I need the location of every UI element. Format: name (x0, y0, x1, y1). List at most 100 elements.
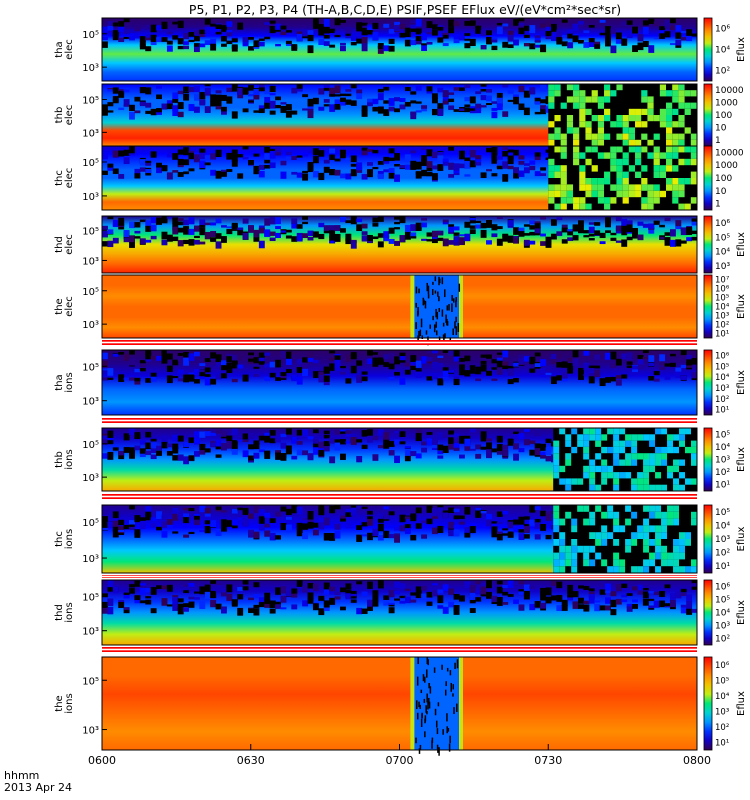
noise-pixel (307, 98, 314, 107)
noise-pixel (269, 438, 276, 444)
noise-pixel (372, 98, 379, 105)
noise-pixel (107, 580, 114, 589)
noise-pixel (367, 358, 373, 365)
noise-pixel (145, 588, 152, 593)
noise-pixel (594, 603, 601, 612)
noise-pixel (296, 367, 303, 373)
noise-pixel (199, 363, 206, 367)
noise-pixel (221, 519, 227, 527)
noise-pixel (285, 508, 292, 516)
noise-pixel (540, 451, 547, 456)
gap-noise (451, 295, 453, 301)
noise-cell (616, 171, 623, 178)
noise-pixel (312, 170, 319, 178)
noise-pixel (399, 583, 406, 589)
noise-pixel (275, 217, 281, 225)
noise-cell (622, 171, 629, 178)
noise-pixel (431, 165, 438, 170)
noise-pixel (383, 23, 390, 28)
noise-pixel (318, 222, 325, 228)
noise-pixel (177, 607, 184, 615)
noise-pixel (431, 508, 438, 516)
noise-pixel (102, 352, 108, 360)
noise-pixel (410, 232, 417, 239)
noise-pixel (421, 43, 428, 51)
noise-cell (643, 434, 650, 441)
noise-pixel (129, 450, 135, 456)
gap-noise (446, 667, 449, 672)
gap-noise (456, 703, 458, 712)
noise-pixel (691, 218, 698, 222)
noise-pixel (534, 101, 541, 104)
noise-pixel (480, 222, 487, 229)
noise-cell (684, 108, 691, 115)
noise-pixel (561, 224, 568, 230)
noise-pixel (567, 42, 574, 49)
noise-pixel (464, 527, 471, 530)
noise-pixel (464, 581, 471, 589)
noise-cell (571, 539, 578, 546)
noise-pixel (518, 160, 525, 165)
noise-cell (678, 190, 685, 198)
noise-pixel (383, 362, 390, 367)
noise-pixel (448, 521, 455, 529)
noise-cell (622, 190, 629, 198)
noise-pixel (291, 592, 298, 598)
noise-pixel (372, 454, 379, 461)
gap-noise (437, 702, 440, 707)
noise-pixel (442, 238, 449, 247)
noise-pixel (323, 430, 330, 435)
noise-pixel (491, 595, 498, 603)
noise-pixel (123, 447, 130, 453)
noise-pixel (621, 594, 628, 598)
noise-cell (628, 127, 636, 134)
noise-pixel (193, 431, 200, 439)
noise-pixel (691, 230, 698, 235)
noise-cell (672, 121, 679, 128)
noise-pixel (507, 438, 514, 441)
noise-pixel (377, 216, 384, 222)
noise-pixel (193, 519, 200, 526)
noise-pixel (204, 378, 211, 386)
noise-pixel (329, 597, 336, 605)
noise-pixel (431, 441, 438, 449)
noise-cell (613, 440, 620, 447)
noise-pixel (404, 39, 411, 47)
noise-pixel (491, 152, 498, 160)
noise-pixel (518, 357, 525, 365)
noise-pixel (513, 599, 519, 604)
noise-pixel (686, 227, 693, 234)
noise-cell (625, 472, 632, 479)
noise-pixel (340, 453, 346, 460)
colorbar-tick: 10³ (715, 312, 729, 322)
noise-pixel (383, 169, 390, 173)
gap-noise (428, 683, 430, 689)
gap-noise (452, 693, 454, 697)
noise-cell (604, 133, 611, 140)
noise-pixel (172, 21, 179, 25)
noise-pixel (399, 525, 406, 532)
noise-pixel (540, 443, 547, 451)
noise-cell (560, 190, 567, 198)
noise-pixel (372, 223, 379, 227)
noise-pixel (258, 38, 265, 41)
noise-pixel (145, 596, 152, 599)
noise-pixel (156, 350, 162, 357)
noise-pixel (442, 101, 449, 104)
noise-pixel (237, 437, 244, 440)
noise-pixel (275, 601, 281, 605)
noise-pixel (210, 580, 217, 584)
noise-pixel (588, 38, 595, 43)
noise-pixel (199, 151, 206, 160)
noise-pixel (421, 147, 428, 150)
noise-pixel (399, 441, 406, 445)
noise-pixel (572, 358, 579, 367)
noise-cell (583, 428, 590, 435)
noise-cell (613, 484, 620, 491)
noise-pixel (253, 505, 260, 514)
gap-noise (432, 315, 434, 321)
noise-pixel (221, 442, 227, 451)
noise-pixel (453, 232, 460, 236)
noise-pixel (172, 596, 179, 601)
noise-cell (628, 108, 636, 115)
